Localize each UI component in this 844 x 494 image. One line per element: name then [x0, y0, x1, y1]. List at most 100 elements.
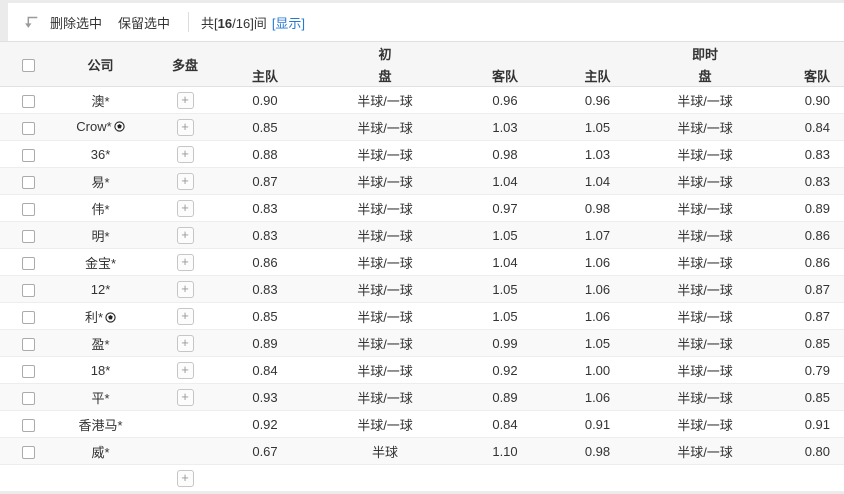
expand-odds-button[interactable]: +: [176, 388, 194, 406]
soccer-ball-icon: [105, 311, 116, 326]
row-checkbox-cell: [0, 221, 56, 249]
init-home-odds: 0.85: [225, 113, 305, 141]
live-home-odds: 1.07: [545, 221, 650, 249]
expand-odds-button[interactable]: +: [176, 91, 194, 109]
company-cell: Crow*: [56, 113, 145, 141]
row-checkbox[interactable]: [21, 229, 35, 243]
row-checkbox[interactable]: [21, 256, 35, 270]
company-name: 盈*: [91, 336, 110, 352]
init-handicap: 半球/一球: [305, 113, 465, 141]
init-away-odds: 1.05: [465, 302, 545, 330]
init-home-odds: 0.83: [225, 194, 305, 222]
table-row: 18* +0.84 半球/一球 0.92 1.00 半球/一球 0.79: [0, 356, 844, 384]
init-handicap: 半球/一球: [305, 383, 465, 411]
count-prefix: 共[: [201, 15, 218, 31]
expand-odds-button[interactable]: +: [176, 118, 194, 136]
count-text: 共[16/16]间 [显示]: [201, 13, 305, 32]
table-row-partial: +: [0, 464, 844, 492]
row-checkbox[interactable]: [21, 391, 35, 405]
row-checkbox[interactable]: [21, 202, 35, 216]
row-checkbox[interactable]: [21, 121, 35, 135]
live-home-odds: 0.91: [545, 410, 650, 438]
company-name: 金宝*: [84, 255, 117, 271]
multi-cell: +: [145, 356, 225, 384]
row-checkbox[interactable]: [21, 337, 35, 351]
row-checkbox[interactable]: [21, 310, 35, 324]
company-name: 36*: [90, 146, 111, 162]
live-away-odds: 0.83: [760, 167, 844, 195]
row-checkbox-cell: [0, 464, 56, 492]
company-cell: 香港马*: [56, 410, 145, 438]
expand-odds-button[interactable]: +: [176, 280, 194, 298]
expand-odds-button[interactable]: +: [176, 145, 194, 163]
init-home-odds: 0.86: [225, 248, 305, 276]
live-away-odds: 0.87: [760, 302, 844, 330]
expand-odds-button[interactable]: +: [176, 172, 194, 190]
init-home-odds: [225, 464, 305, 492]
init-handicap: 半球: [305, 437, 465, 465]
init-away-odds: 1.04: [465, 248, 545, 276]
init-handicap: 半球/一球: [305, 221, 465, 249]
expand-odds-button[interactable]: +: [176, 361, 194, 379]
init-handicap: 半球/一球: [305, 275, 465, 303]
row-checkbox[interactable]: [21, 148, 35, 162]
live-handicap: 半球/一球: [650, 437, 760, 465]
expand-odds-button[interactable]: +: [176, 253, 194, 271]
live-handicap: 半球/一球: [650, 410, 760, 438]
live-handicap: 半球/一球: [650, 194, 760, 222]
expand-odds-button[interactable]: +: [176, 226, 194, 244]
multi-cell: +: [145, 167, 225, 195]
row-checkbox[interactable]: [21, 175, 35, 189]
row-checkbox[interactable]: [21, 283, 35, 297]
live-home-odds: 1.04: [545, 167, 650, 195]
live-away-odds: 0.86: [760, 248, 844, 276]
init-home-odds: 0.83: [225, 221, 305, 249]
live-handicap: 半球/一球: [650, 167, 760, 195]
company-cell: 12*: [56, 275, 145, 303]
header-multi: 多盘: [145, 41, 225, 87]
init-away-odds: [465, 464, 545, 492]
live-away-odds: 0.86: [760, 221, 844, 249]
live-handicap: 半球/一球: [650, 86, 760, 114]
expand-odds-button[interactable]: +: [176, 469, 194, 487]
live-home-odds: 1.06: [545, 302, 650, 330]
row-checkbox-cell: [0, 248, 56, 276]
show-link[interactable]: [显示]: [271, 15, 306, 31]
init-away-odds: 1.10: [465, 437, 545, 465]
live-away-odds: 0.80: [760, 437, 844, 465]
row-checkbox[interactable]: [21, 418, 35, 432]
expand-odds-button[interactable]: +: [176, 307, 194, 325]
live-home-odds: 1.05: [545, 113, 650, 141]
table-row: 盈* +0.89 半球/一球 0.99 1.05 半球/一球 0.85: [0, 329, 844, 357]
live-away-odds: [760, 464, 844, 492]
return-arrow-icon: [22, 13, 40, 31]
row-checkbox[interactable]: [21, 445, 35, 459]
table-row: 易* +0.87 半球/一球 1.04 1.04 半球/一球 0.83: [0, 167, 844, 195]
count-rest: /16]间: [232, 15, 267, 31]
table-row: 香港马* 0.92 半球/一球 0.84 0.91 半球/一球 0.91: [0, 410, 844, 438]
init-home-odds: 0.88: [225, 140, 305, 168]
keep-selected-button[interactable]: 保留选中: [118, 15, 171, 31]
toolbar-separator: [188, 12, 190, 32]
delete-selected-button[interactable]: 删除选中: [50, 15, 103, 31]
multi-cell: +: [145, 464, 225, 492]
company-cell: [56, 464, 145, 492]
init-home-odds: 0.83: [225, 275, 305, 303]
row-checkbox[interactable]: [21, 364, 35, 378]
live-away-odds: 0.85: [760, 329, 844, 357]
left-spacer: [0, 3, 8, 41]
expand-odds-button[interactable]: +: [176, 334, 194, 352]
multi-cell: +: [145, 221, 225, 249]
multi-cell: +: [145, 248, 225, 276]
init-home-odds: 0.89: [225, 329, 305, 357]
init-home-odds: 0.85: [225, 302, 305, 330]
init-home-odds: 0.67: [225, 437, 305, 465]
count-current: 16: [217, 15, 233, 31]
live-handicap: 半球/一球: [650, 248, 760, 276]
row-checkbox[interactable]: [21, 94, 35, 108]
expand-odds-button[interactable]: +: [176, 199, 194, 217]
live-home-odds: 0.98: [545, 194, 650, 222]
live-away-odds: 0.89: [760, 194, 844, 222]
company-name: 12*: [90, 281, 111, 297]
select-all-checkbox[interactable]: [21, 58, 35, 72]
